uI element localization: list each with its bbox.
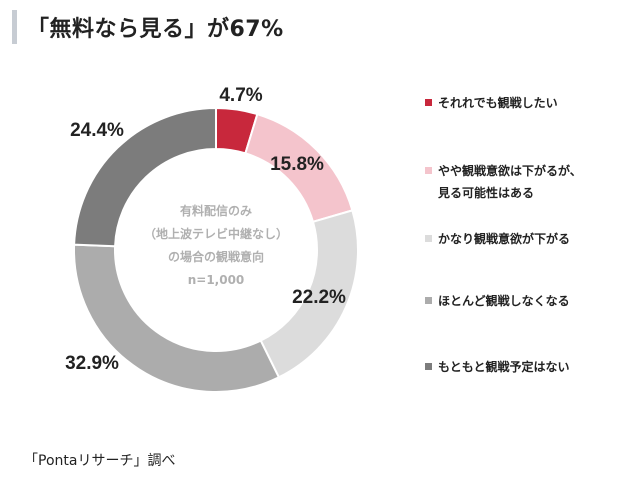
slice-value-label: 4.7%	[219, 85, 262, 106]
donut-slice	[73, 106, 217, 248]
legend-swatch	[425, 167, 432, 174]
center-text-line: の場合の観戦意向	[168, 249, 264, 264]
slice-value-label: 15.8%	[270, 154, 324, 175]
legend-label: やや観戦意欲は下がるが、	[438, 163, 582, 178]
title-bar: 「無料なら見る」が67%	[12, 10, 284, 44]
slice-value-label: 22.2%	[292, 287, 346, 308]
legend-label: 見る可能性はある	[437, 185, 534, 200]
legend-swatch	[425, 99, 432, 106]
slice-value-label: 24.4%	[70, 120, 124, 141]
legend-label: それれでも観戦したい	[438, 95, 558, 110]
donut-chart: 4.7% 15.8% 22.2% 32.9% 24.4% 有料配信のみ （地上波テレビ中継な…	[65, 85, 582, 393]
legend-label: ほとんど観戦しなくなる	[438, 293, 570, 308]
legend-swatch	[425, 235, 432, 242]
donut-slice	[73, 243, 281, 393]
center-text-line: n=1,000	[188, 273, 245, 287]
legend-label: かなり観戦意欲が下がる	[438, 231, 570, 246]
slice-value-label: 32.9%	[65, 353, 119, 374]
center-text-line: 有料配信のみ	[180, 203, 252, 218]
center-text-line: （地上波テレビ中継なし）	[144, 226, 288, 241]
legend-swatch	[425, 363, 432, 370]
source-note: 「Pontaリサーチ」調べ	[24, 453, 176, 469]
legend-swatch	[425, 297, 432, 304]
page-title: 「無料なら見る」が67%	[27, 17, 284, 42]
legend-label: もともと観戦予定はない	[438, 359, 570, 374]
